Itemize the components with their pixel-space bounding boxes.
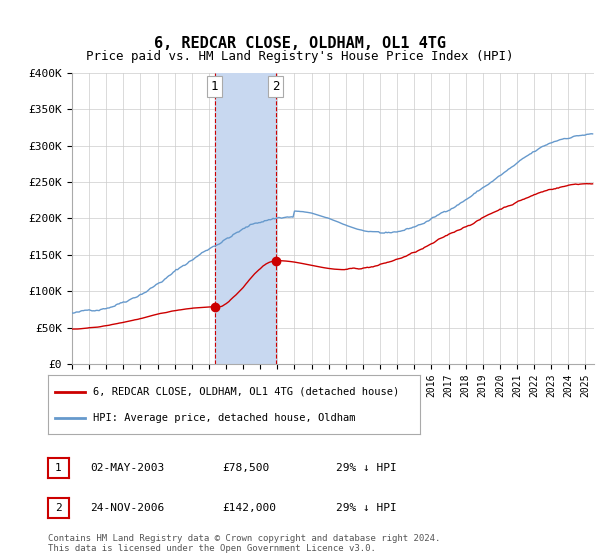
Text: HPI: Average price, detached house, Oldham: HPI: Average price, detached house, Oldh…: [92, 413, 355, 423]
Text: 29% ↓ HPI: 29% ↓ HPI: [336, 463, 397, 473]
Text: 24-NOV-2006: 24-NOV-2006: [90, 503, 164, 513]
Text: Contains HM Land Registry data © Crown copyright and database right 2024.
This d: Contains HM Land Registry data © Crown c…: [48, 534, 440, 553]
Bar: [215, 73, 275, 364]
Text: £78,500: £78,500: [222, 463, 269, 473]
Text: 1: 1: [55, 463, 62, 473]
Text: 2: 2: [272, 80, 280, 93]
Text: 1: 1: [211, 80, 218, 93]
Text: 02-MAY-2003: 02-MAY-2003: [90, 463, 164, 473]
Text: 6, REDCAR CLOSE, OLDHAM, OL1 4TG: 6, REDCAR CLOSE, OLDHAM, OL1 4TG: [154, 36, 446, 52]
Text: 2: 2: [55, 503, 62, 513]
Text: 6, REDCAR CLOSE, OLDHAM, OL1 4TG (detached house): 6, REDCAR CLOSE, OLDHAM, OL1 4TG (detach…: [92, 386, 399, 396]
Text: 29% ↓ HPI: 29% ↓ HPI: [336, 503, 397, 513]
Text: £142,000: £142,000: [222, 503, 276, 513]
Text: Price paid vs. HM Land Registry's House Price Index (HPI): Price paid vs. HM Land Registry's House …: [86, 50, 514, 63]
